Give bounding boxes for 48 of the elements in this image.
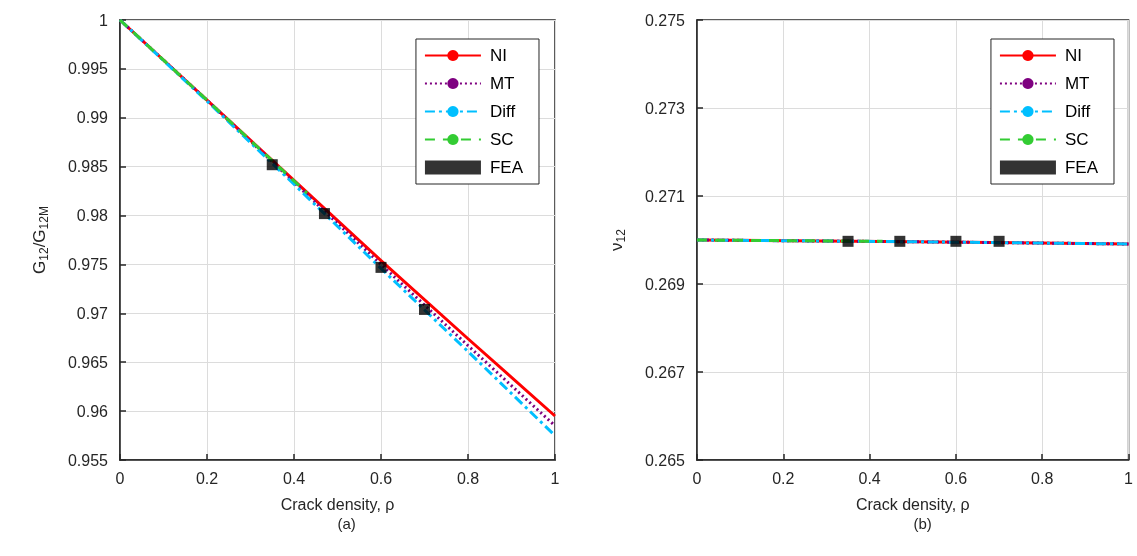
x-tick-label: 1 [550, 469, 560, 487]
point [419, 303, 430, 315]
point [318, 208, 330, 220]
y-axis-title: ν12 [606, 228, 628, 251]
y-tick-label: 0.97 [76, 304, 109, 322]
legend-label: Diff [1064, 102, 1091, 121]
text: (a) [337, 515, 356, 532]
legend-label: NI [489, 46, 507, 65]
legend-label: FEA [1064, 158, 1099, 177]
x-tick-label: 1 [1124, 469, 1134, 487]
y-tick-label: 0.267 [644, 363, 686, 381]
x-tick-label: 0.6 [369, 469, 393, 487]
y-tick-label: 0.965 [67, 353, 109, 371]
x-tick-label: 0 [692, 469, 702, 487]
y-tick-label: 0.271 [644, 187, 686, 205]
x-axis-title: Crack density, ρ [280, 495, 395, 513]
y-tick-label: 0.995 [67, 60, 109, 78]
legend-label: MT [489, 74, 515, 93]
text: (b) [913, 515, 932, 532]
y-tick-label: 0.98 [76, 207, 109, 225]
y-tick-label: 0.96 [76, 402, 109, 420]
x-tick-label: 0 [115, 469, 125, 487]
legend-label: NI [1064, 46, 1082, 65]
point [266, 159, 278, 171]
x-axis-title: Crack density, ρ [855, 495, 970, 513]
x-tick-label: 0.2 [195, 469, 219, 487]
legend-label: MT [1064, 74, 1090, 93]
x-tick-label: 0.8 [1031, 469, 1054, 487]
y-tick-label: 0.955 [67, 451, 109, 469]
y-tick-label: 0.975 [67, 255, 109, 273]
y-tick-label: 0.99 [76, 109, 109, 127]
y-tick-label: 0.985 [67, 158, 109, 176]
x-tick-label: 0.8 [456, 469, 480, 487]
legend-label: SC [1064, 130, 1089, 149]
y-axis-title: G12/G12M [29, 206, 51, 274]
y-tick-label: 0.273 [644, 99, 686, 117]
x-tick-label: 0.6 [944, 469, 968, 487]
legend-label: Diff [489, 102, 516, 121]
y-tick-label: 0.275 [644, 11, 686, 29]
y-tick-label: 1 [99, 11, 109, 29]
y-tick-label: 0.265 [644, 451, 686, 469]
x-tick-label: 0.2 [772, 469, 795, 487]
legend-label: FEA [489, 158, 524, 177]
point [375, 261, 387, 273]
legend-label: SC [489, 130, 514, 149]
x-tick-label: 0.4 [858, 469, 881, 487]
x-tick-label: 0.4 [282, 469, 306, 487]
y-tick-label: 0.269 [644, 275, 686, 293]
